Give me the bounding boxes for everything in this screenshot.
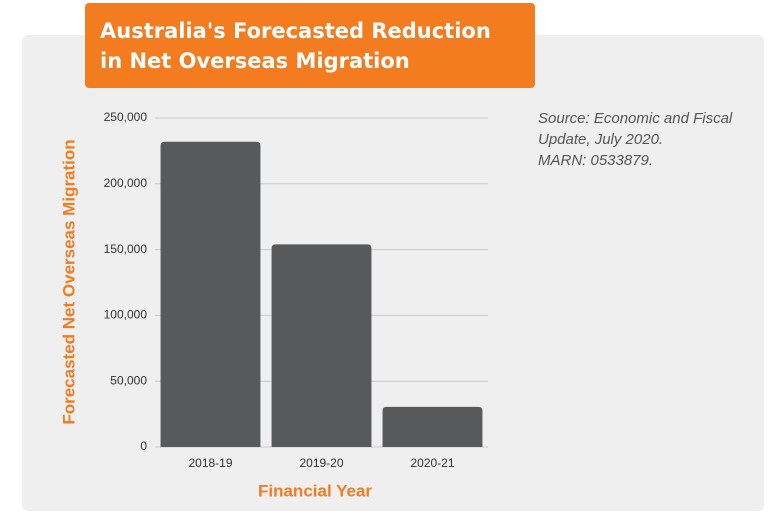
x-tick-label: 2020-21 [410,456,454,470]
title-box: Australia's Forecasted Reduction in Net … [85,3,535,88]
y-tick-label: 0 [140,439,147,453]
y-tick-label: 200,000 [104,176,148,190]
bar [271,244,372,447]
y-tick-label: 150,000 [104,242,148,256]
source-note: Source: Economic and Fiscal Update, July… [538,108,763,171]
source-line: MARN: 0533879. [538,152,654,169]
chart-title: Australia's Forecasted Reduction in Net … [100,19,491,73]
y-tick-label: 100,000 [104,308,148,322]
y-tick-label: 250,000 [104,110,148,124]
x-tick-label: 2019-20 [299,456,343,470]
bar [382,406,483,447]
bar [160,141,261,448]
y-axis-label: Forecasted Net Overseas Migration [59,139,78,424]
x-tick-label: 2018-19 [188,456,232,470]
y-tick-label: 50,000 [110,373,147,387]
source-line: Source: Economic and Fiscal Update, July… [538,110,733,148]
x-axis-label: Financial Year [258,481,372,500]
